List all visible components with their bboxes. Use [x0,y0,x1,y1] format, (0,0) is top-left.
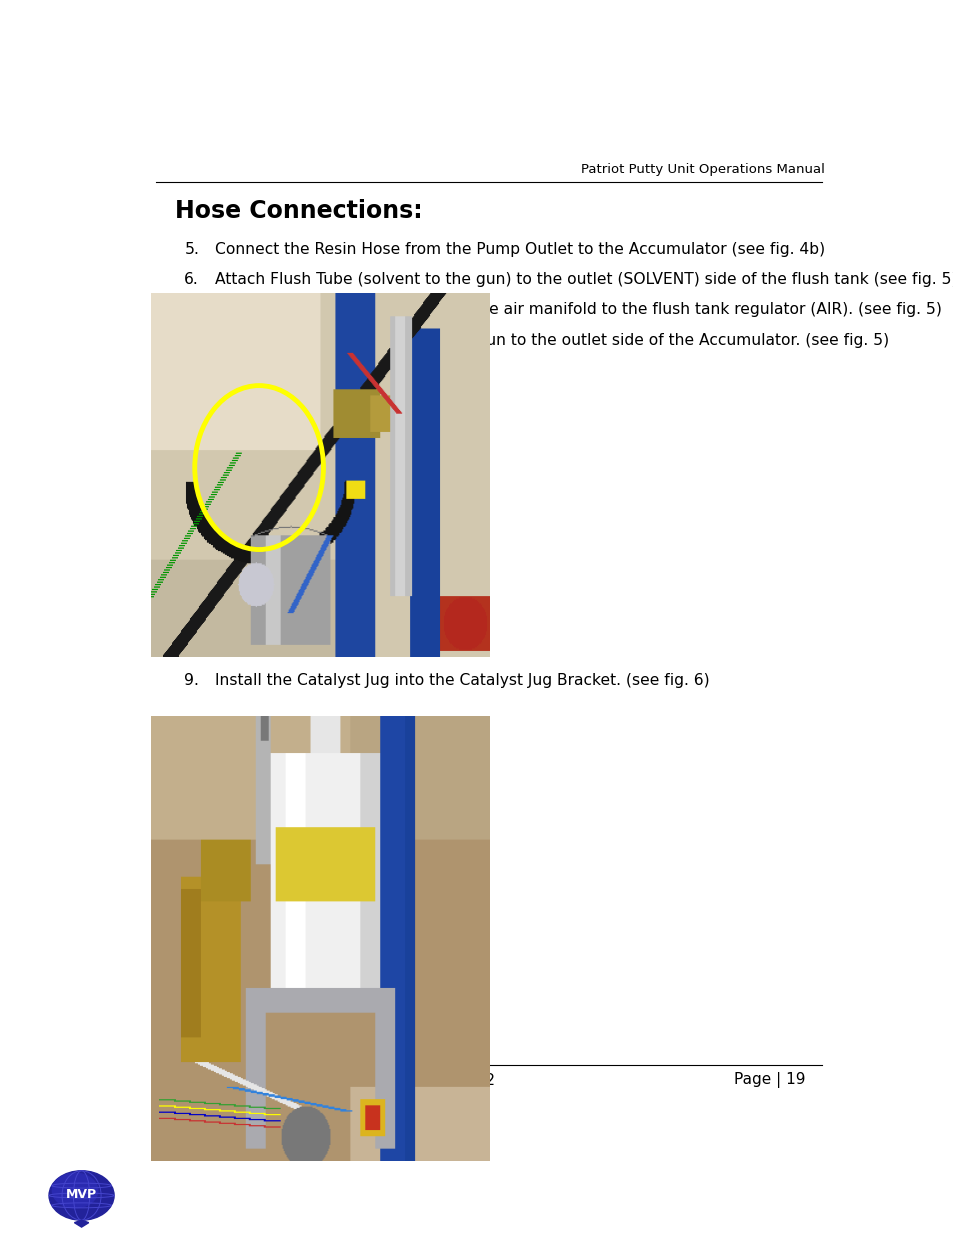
Text: MVP: MVP [66,1188,97,1200]
Circle shape [49,1171,114,1220]
Text: 7.: 7. [184,303,199,317]
Text: Attach Flush Tube (solvent to the gun) to the outlet (SOLVENT) side of the flush: Attach Flush Tube (solvent to the gun) t… [215,272,953,287]
Text: Fig. 5: Fig. 5 [160,488,201,503]
Text: Page | 19: Page | 19 [734,1072,804,1088]
Text: 9.: 9. [184,673,199,688]
Text: 6.: 6. [184,272,199,287]
Text: Install the Catalyst Jug into the Catalyst Jug Bracket. (see fig. 6): Install the Catalyst Jug into the Cataly… [215,673,709,688]
Text: Connect the Resin Hose from the gun to the outlet side of the Accumulator. (see : Connect the Resin Hose from the gun to t… [215,332,888,348]
Text: 8.: 8. [184,332,199,348]
Text: Attach ¼ inch poly air hose from the air manifold to the flush tank regulator (A: Attach ¼ inch poly air hose from the air… [215,303,942,317]
Text: Patriot Putty Unit Operations Manual: Patriot Putty Unit Operations Manual [580,163,824,177]
Text: 5.: 5. [184,242,199,257]
Polygon shape [74,1220,89,1228]
Text: MagnumVenusPlastech: MagnumVenusPlastech [221,1071,437,1089]
Circle shape [52,1173,98,1208]
Text: Connect the Resin Hose from the Pump Outlet to the Accumulator (see fig. 4b): Connect the Resin Hose from the Pump Out… [215,242,824,257]
Text: Fig. 6: Fig. 6 [160,863,201,878]
Text: Rev. 08/2012: Rev. 08/2012 [395,1073,494,1088]
Text: Hose Connections:: Hose Connections: [174,199,422,224]
